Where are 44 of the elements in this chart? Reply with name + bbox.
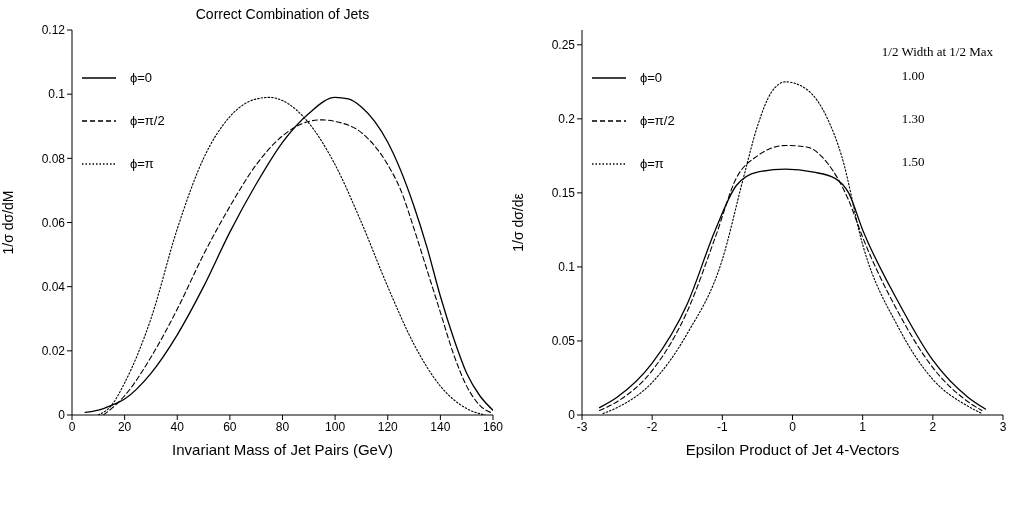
- annotation: 1/2 Width at 1/2 Max: [880, 44, 993, 60]
- y-tick-label: 0.1: [48, 87, 66, 102]
- legend-label: ϕ=0: [640, 70, 663, 85]
- x-tick-label: 160: [482, 419, 504, 434]
- y-tick-label: 0.1: [558, 260, 576, 275]
- x-tick-label: 0: [789, 419, 797, 434]
- y-tick-label: 0.02: [41, 344, 66, 359]
- x-tick-label: -3: [576, 419, 588, 434]
- x-tick-label: 80: [275, 419, 290, 434]
- legend-label: ϕ=π/2: [640, 113, 675, 128]
- x-tick-label: -1: [717, 419, 728, 434]
- chart-title: Correct Combination of Jets: [194, 6, 371, 22]
- y-tick-label: 0: [58, 408, 66, 423]
- legend-label: ϕ=π: [130, 156, 154, 171]
- y-tick-label: 0.25: [551, 38, 576, 53]
- x-tick-label: 120: [377, 419, 399, 434]
- legend-label: ϕ=π: [640, 156, 664, 171]
- x-tick-label: 3: [999, 419, 1007, 434]
- x-tick-label: 60: [223, 419, 237, 434]
- y-tick-label: 0.06: [41, 215, 66, 230]
- legend-label: ϕ=0: [130, 70, 153, 85]
- y-tick-label: 0.08: [41, 151, 66, 166]
- x-tick-label: 140: [430, 419, 451, 434]
- y-tick-label: 0.15: [551, 186, 576, 201]
- x-tick-label: 0: [68, 419, 76, 434]
- y-tick-label: 0.12: [41, 23, 66, 38]
- y-tick-label: 0.04: [41, 279, 66, 294]
- x-tick-label: 2: [929, 419, 937, 434]
- y-axis-title: 1/σ dσ/dM: [0, 190, 16, 255]
- x-tick-label: 40: [170, 419, 185, 434]
- x-tick-label: 1: [859, 419, 867, 434]
- x-axis-title: Invariant Mass of Jet Pairs (GeV): [172, 441, 393, 458]
- x-tick-label: 100: [325, 419, 346, 434]
- annotation: 1.30: [900, 111, 926, 127]
- x-tick-label: 20: [117, 419, 132, 434]
- legend-label: ϕ=π/2: [130, 113, 165, 128]
- y-axis-title: 1/σ dσ/dε: [509, 193, 526, 252]
- y-tick-label: 0.05: [551, 334, 576, 349]
- annotation: 1.50: [900, 154, 926, 170]
- x-tick-label: -2: [646, 419, 658, 434]
- y-tick-label: 0: [568, 408, 576, 423]
- y-tick-label: 0.2: [558, 112, 576, 127]
- annotation: 1.00: [900, 68, 926, 84]
- x-axis-title: Epsilon Product of Jet 4-Vectors: [685, 441, 900, 458]
